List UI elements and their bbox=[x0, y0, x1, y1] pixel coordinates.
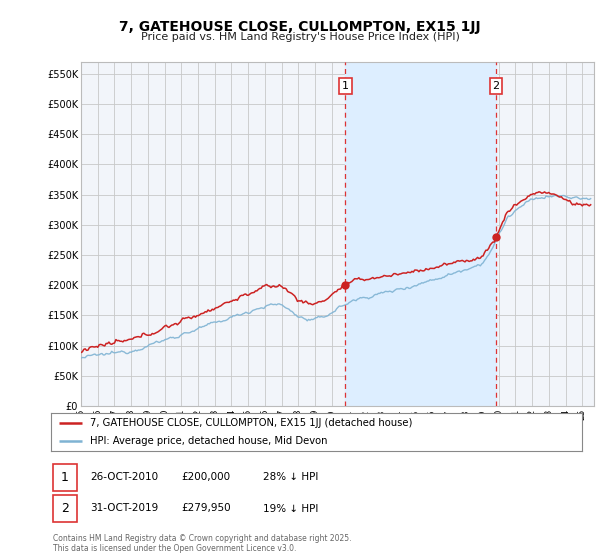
Text: 2: 2 bbox=[61, 502, 69, 515]
Text: 1: 1 bbox=[342, 81, 349, 91]
Text: £279,950: £279,950 bbox=[182, 503, 232, 514]
Bar bbox=[346, 62, 496, 406]
Text: 26-OCT-2010: 26-OCT-2010 bbox=[90, 472, 158, 482]
Text: Contains HM Land Registry data © Crown copyright and database right 2025.
This d: Contains HM Land Registry data © Crown c… bbox=[53, 534, 352, 553]
Text: £200,000: £200,000 bbox=[182, 472, 231, 482]
Text: HPI: Average price, detached house, Mid Devon: HPI: Average price, detached house, Mid … bbox=[90, 436, 327, 446]
Text: 2: 2 bbox=[493, 81, 499, 91]
Text: 1: 1 bbox=[61, 470, 69, 484]
Text: 7, GATEHOUSE CLOSE, CULLOMPTON, EX15 1JJ: 7, GATEHOUSE CLOSE, CULLOMPTON, EX15 1JJ bbox=[119, 20, 481, 34]
Text: 31-OCT-2019: 31-OCT-2019 bbox=[90, 503, 158, 514]
Text: Price paid vs. HM Land Registry's House Price Index (HPI): Price paid vs. HM Land Registry's House … bbox=[140, 32, 460, 43]
Text: 7, GATEHOUSE CLOSE, CULLOMPTON, EX15 1JJ (detached house): 7, GATEHOUSE CLOSE, CULLOMPTON, EX15 1JJ… bbox=[90, 418, 412, 428]
Text: 19% ↓ HPI: 19% ↓ HPI bbox=[263, 503, 318, 514]
Text: 28% ↓ HPI: 28% ↓ HPI bbox=[263, 472, 318, 482]
